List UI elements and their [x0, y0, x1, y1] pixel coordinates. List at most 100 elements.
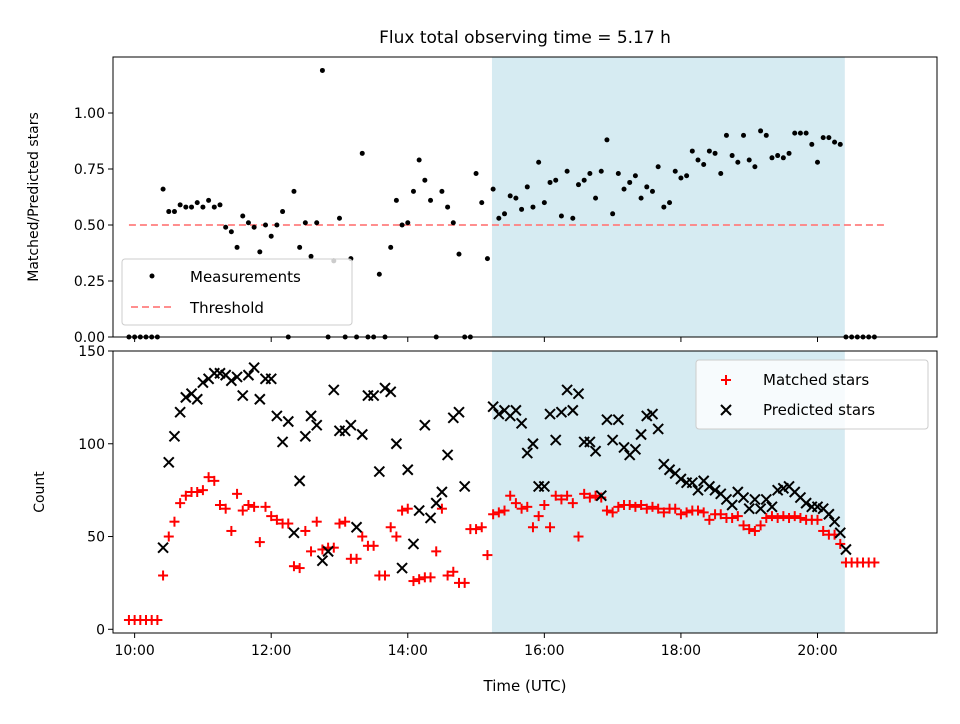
predicted-star-point — [379, 382, 391, 394]
measurement-point — [206, 197, 212, 203]
top-y-tick-label: 0.25 — [74, 274, 105, 290]
measurement-point — [308, 253, 314, 259]
measurement-point — [769, 155, 775, 161]
predicted-star-point — [311, 419, 323, 431]
predicted-star-point — [237, 389, 249, 402]
legend-threshold-label: Threshold — [189, 299, 264, 317]
x-tick-label: 14:00 — [388, 643, 428, 659]
measurement-point — [837, 141, 843, 147]
measurement-point — [536, 159, 542, 165]
matched-star-point — [209, 475, 220, 486]
measurement-point — [667, 200, 673, 206]
matched-star-point — [522, 501, 533, 512]
matched-star-point — [636, 499, 647, 510]
measurement-point — [189, 204, 195, 210]
measurement-point — [228, 229, 234, 235]
predicted-star-point — [561, 384, 573, 396]
matched-star-point — [300, 525, 311, 536]
matched-star-point — [402, 503, 413, 514]
measurement-point — [524, 184, 530, 190]
matched-star-point — [249, 501, 260, 512]
matched-star-point — [766, 511, 777, 522]
x-tick-label: 16:00 — [524, 643, 564, 659]
matched-star-point — [380, 570, 391, 581]
predicted-stars-points — [157, 361, 852, 574]
bottom-y-axis: 0 50 100 150 — [78, 344, 113, 638]
matched-star-point — [226, 525, 237, 536]
measurement-point — [735, 159, 741, 165]
matched-star-point — [448, 566, 459, 577]
top-y-tick-label: 1.00 — [74, 106, 105, 122]
matched-star-point — [596, 492, 607, 503]
matched-star-point — [772, 512, 783, 523]
matched-star-point — [397, 505, 408, 516]
predicted-star-point — [424, 512, 437, 524]
measurement-point — [428, 197, 434, 203]
predicted-star-point — [328, 384, 340, 396]
measurement-point — [803, 130, 809, 136]
measurement-point — [519, 206, 525, 212]
x-tick-label: 20:00 — [797, 643, 837, 659]
matched-star-point — [584, 492, 595, 503]
matched-star-point — [738, 520, 749, 531]
measurement-point — [439, 188, 445, 194]
measurement-point — [194, 200, 200, 206]
matched-star-point — [692, 505, 703, 516]
predicted-star-point — [174, 406, 186, 418]
matched-star-point — [288, 561, 299, 572]
predicted-star-point — [589, 445, 602, 457]
matched-star-point — [414, 574, 425, 585]
predicted-star-point — [652, 423, 664, 435]
matched-star-point — [357, 531, 368, 542]
measurement-point — [723, 132, 729, 138]
measurement-point — [530, 204, 536, 210]
measurement-point — [336, 215, 342, 221]
predicted-star-point — [601, 413, 613, 426]
measurement-point — [632, 173, 638, 179]
measurement-point — [263, 222, 269, 228]
matched-star-point — [795, 512, 806, 523]
matched-star-point — [425, 572, 436, 583]
measurement-point — [359, 150, 365, 156]
top-y-tick-label: 0.75 — [74, 162, 105, 178]
measurement-point — [257, 249, 263, 255]
matched-star-point — [294, 563, 305, 574]
measurement-point — [479, 200, 485, 206]
x-tick-label: 10:00 — [114, 643, 154, 659]
measurement-point — [388, 244, 394, 250]
matched-star-point — [590, 490, 601, 501]
measurement-point — [399, 222, 405, 228]
matched-star-point — [237, 505, 248, 516]
matched-star-point — [197, 485, 208, 496]
measurement-point — [689, 148, 695, 154]
matched-star-point — [818, 525, 829, 536]
measurement-point — [200, 204, 206, 210]
x-tick-label: 12:00 — [251, 643, 291, 659]
measurement-point — [217, 202, 223, 208]
bottom-plot-frame — [112, 350, 938, 634]
chart-title: Flux total observing time = 5.17 h — [379, 28, 671, 48]
measurement-point — [809, 141, 815, 147]
predicted-star-point — [322, 545, 334, 558]
top-y-axis: 0.00 0.25 0.50 0.75 1.00 — [74, 106, 113, 346]
measurement-point — [763, 132, 769, 138]
matched-star-point — [567, 498, 578, 509]
measurement-point — [490, 186, 496, 192]
measurement-point — [661, 204, 667, 210]
matched-star-point — [550, 490, 561, 501]
measurement-point — [678, 175, 684, 181]
top-y-tick-label: 0.50 — [74, 218, 105, 234]
measurement-point — [240, 213, 246, 219]
measurement-point — [280, 209, 286, 215]
predicted-star-point — [441, 449, 454, 461]
predicted-star-point — [407, 538, 420, 550]
matched-star-point — [266, 511, 277, 522]
predicted-star-point — [288, 527, 300, 539]
matched-star-point — [482, 550, 493, 561]
matched-star-point — [368, 540, 379, 551]
measurement-point — [268, 233, 274, 239]
predicted-star-point — [606, 434, 619, 446]
measurement-point — [183, 204, 189, 210]
matched-star-point — [727, 512, 738, 523]
matched-star-point — [562, 490, 573, 501]
